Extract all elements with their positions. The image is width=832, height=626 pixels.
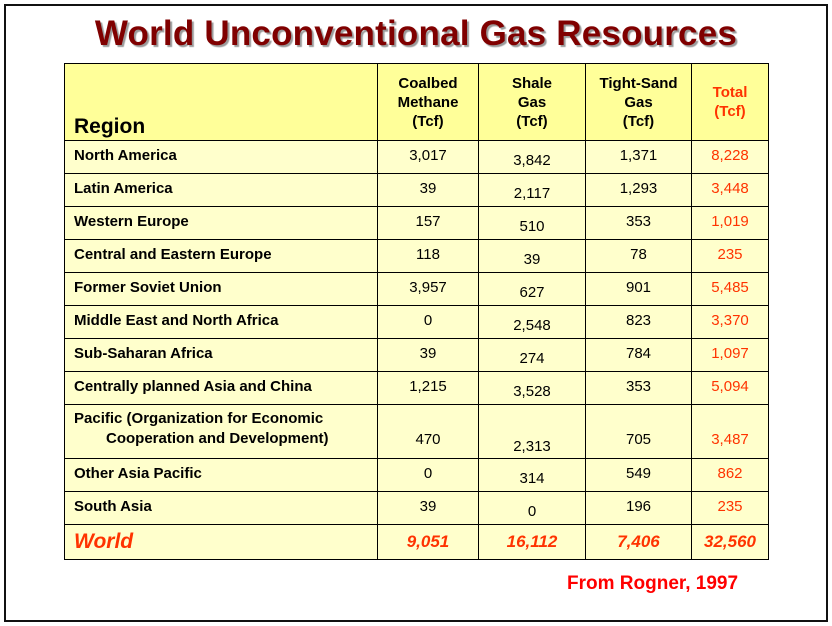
region-cell: Latin America [64, 173, 378, 207]
total-cell: 3,487 [691, 404, 769, 459]
header-line: Shale [511, 74, 553, 92]
tight-sand-cell: 1,293 [585, 173, 692, 207]
shale-cell: 510 [478, 206, 586, 240]
table-header-row: Region Coalbed Methane (Tcf) Shale Gas (… [64, 63, 769, 141]
world-total-row: World 9,051 16,112 7,406 32,560 [64, 524, 769, 560]
tight-sand-cell: 705 [585, 404, 692, 459]
slide-title: World Unconventional Gas Resources [94, 14, 738, 53]
tight-sand-cell: 353 [585, 206, 692, 240]
header-line: (Tcf) [516, 112, 548, 130]
region-cell: Other Asia Pacific [64, 458, 378, 492]
coalbed-cell: 3,017 [377, 140, 479, 174]
header-line: (Tcf) [412, 112, 444, 130]
header-line: (Tcf) [622, 112, 655, 130]
tight-sand-cell: 353 [585, 371, 692, 405]
region-cell: Former Soviet Union [64, 272, 378, 306]
world-shale-cell: 16,112 [478, 524, 586, 560]
tight-sand-cell: 901 [585, 272, 692, 306]
coalbed-cell: 0 [377, 458, 479, 492]
total-cell: 862 [691, 458, 769, 492]
table-row: Western Europe 157 510 353 1,019 [64, 206, 769, 240]
region-cell: Centrally planned Asia and China [64, 371, 378, 405]
region-cell: Middle East and North Africa [64, 305, 378, 339]
tight-sand-cell: 823 [585, 305, 692, 339]
shale-cell: 2,117 [478, 173, 586, 207]
header-line: Methane [397, 93, 459, 111]
region-cell: South Asia [64, 491, 378, 525]
coalbed-cell: 3,957 [377, 272, 479, 306]
region-cell: Sub-Saharan Africa [64, 338, 378, 372]
region-cell: Central and Eastern Europe [64, 239, 378, 273]
coalbed-cell: 470 [377, 404, 479, 459]
world-region-cell: World [64, 524, 378, 560]
tight-sand-cell: 549 [585, 458, 692, 492]
world-total-cell: 32,560 [691, 524, 769, 560]
region-cell: North America [64, 140, 378, 174]
header-line: (Tcf) [714, 103, 746, 120]
table-row: Former Soviet Union 3,957 627 901 5,485 [64, 272, 769, 306]
header-line: Coalbed [398, 74, 458, 92]
total-cell: 235 [691, 491, 769, 525]
coalbed-cell: 118 [377, 239, 479, 273]
shale-cell: 3,842 [478, 140, 586, 174]
world-tight-sand-cell: 7,406 [585, 524, 692, 560]
shale-cell: 2,548 [478, 305, 586, 339]
table-row: North America 3,017 3,842 1,371 8,228 [64, 140, 769, 174]
table-row: Middle East and North Africa 0 2,548 823… [64, 305, 769, 339]
total-cell: 235 [691, 239, 769, 273]
table-row: Pacific (Organization for Economic Coope… [64, 404, 769, 459]
tight-sand-gas-column-header: Tight-Sand Gas (Tcf) [585, 63, 692, 141]
shale-cell: 0 [478, 491, 586, 525]
table-row: Other Asia Pacific 0 314 549 862 [64, 458, 769, 492]
region-cell: Pacific (Organization for Economic Coope… [64, 404, 378, 459]
coalbed-cell: 39 [377, 491, 479, 525]
table-row: Latin America 39 2,117 1,293 3,448 [64, 173, 769, 207]
shale-cell: 2,313 [478, 404, 586, 459]
total-column-header: Total (Tcf) [691, 63, 769, 141]
region-cell: Western Europe [64, 206, 378, 240]
total-cell: 1,097 [691, 338, 769, 372]
total-cell: 3,448 [691, 173, 769, 207]
header-line: Gas [517, 93, 547, 111]
region-line: Pacific (Organization for Economic [74, 410, 324, 427]
shale-cell: 274 [478, 338, 586, 372]
table-row: South Asia 39 0 196 235 [64, 491, 769, 525]
tight-sand-cell: 78 [585, 239, 692, 273]
shale-cell: 39 [478, 239, 586, 273]
tight-sand-cell: 784 [585, 338, 692, 372]
shale-cell: 314 [478, 458, 586, 492]
region-column-header: Region [64, 63, 378, 141]
coalbed-methane-column-header: Coalbed Methane (Tcf) [377, 63, 479, 141]
shale-cell: 3,528 [478, 371, 586, 405]
table-row: Sub-Saharan Africa 39 274 784 1,097 [64, 338, 769, 372]
world-coalbed-cell: 9,051 [377, 524, 479, 560]
table-row: Central and Eastern Europe 118 39 78 235 [64, 239, 769, 273]
table-row: Centrally planned Asia and China 1,215 3… [64, 371, 769, 405]
coalbed-cell: 1,215 [377, 371, 479, 405]
region-line: Cooperation and Development) [106, 430, 329, 447]
tight-sand-cell: 1,371 [585, 140, 692, 174]
header-line: Gas [624, 93, 653, 111]
tight-sand-cell: 196 [585, 491, 692, 525]
coalbed-cell: 39 [377, 338, 479, 372]
total-cell: 5,485 [691, 272, 769, 306]
total-cell: 3,370 [691, 305, 769, 339]
total-cell: 5,094 [691, 371, 769, 405]
gas-resources-table: Region Coalbed Methane (Tcf) Shale Gas (… [64, 63, 769, 560]
total-cell: 8,228 [691, 140, 769, 174]
shale-gas-column-header: Shale Gas (Tcf) [478, 63, 586, 141]
header-line: Tight-Sand [599, 74, 678, 92]
source-citation: From Rogner, 1997 [567, 573, 739, 594]
header-line: Total [712, 84, 748, 101]
coalbed-cell: 157 [377, 206, 479, 240]
shale-cell: 627 [478, 272, 586, 306]
coalbed-cell: 39 [377, 173, 479, 207]
total-cell: 1,019 [691, 206, 769, 240]
coalbed-cell: 0 [377, 305, 479, 339]
